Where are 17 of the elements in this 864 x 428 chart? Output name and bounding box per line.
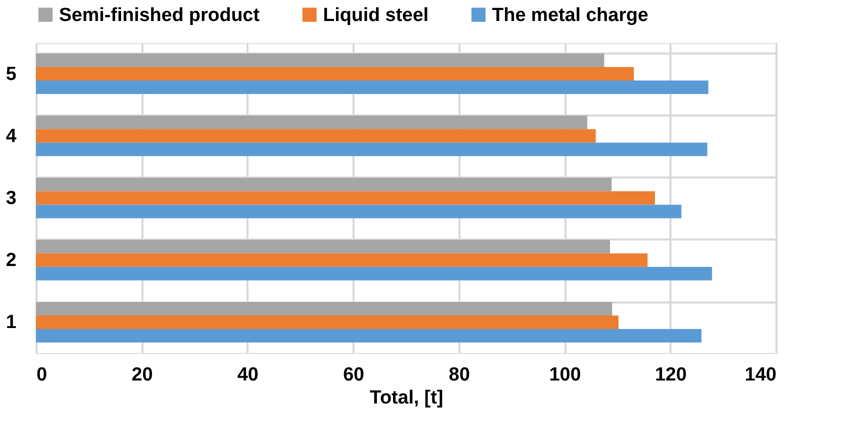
y-tick-label: 5 [6, 64, 17, 85]
x-tick-label: 0 [36, 364, 48, 386]
x-tick-label: 40 [237, 364, 258, 386]
y-tick-label: 1 [6, 312, 17, 334]
legend-label: Liquid steel [323, 4, 429, 26]
x-tick-label: 140 [744, 364, 776, 386]
x-tick-label: 120 [654, 364, 687, 386]
y-tick-label: 2 [6, 250, 16, 272]
x-tick-label: 60 [343, 364, 364, 386]
x-tick-label: 100 [549, 364, 581, 386]
y-tick-label: 3 [6, 188, 16, 209]
legend-label: The metal charge [492, 4, 648, 26]
legend-label: Semi-finished product [59, 4, 260, 26]
x-axis-title: Total, [t] [370, 388, 444, 408]
y-tick-label: 4 [6, 126, 17, 147]
x-tick-label: 80 [448, 364, 470, 386]
x-tick-label: 20 [132, 364, 153, 386]
